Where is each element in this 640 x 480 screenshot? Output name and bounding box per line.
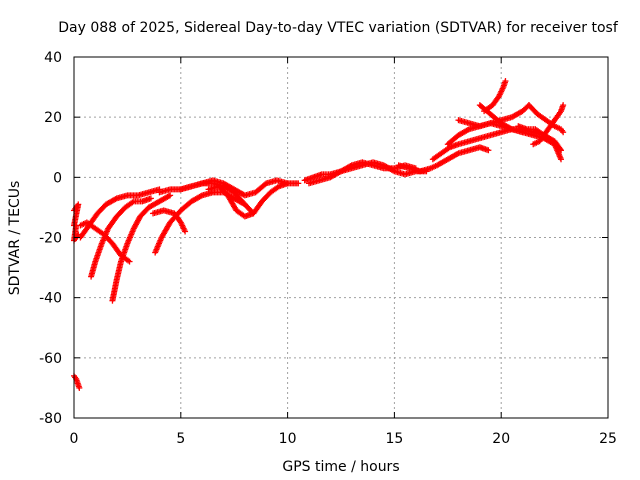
data-point-interp: [507, 125, 514, 132]
y-tick-label: 20: [44, 110, 62, 126]
grid-lines: [74, 57, 608, 418]
data-point: [76, 384, 83, 391]
data-point-interp: [112, 196, 119, 203]
y-tick-label: 0: [53, 170, 62, 186]
x-tick-label: 10: [279, 431, 297, 447]
x-tick-label: 15: [385, 431, 403, 447]
data-point: [558, 156, 565, 163]
data-point: [560, 129, 567, 136]
x-axis-label: GPS time / hours: [282, 459, 399, 475]
x-tick-label: 0: [70, 431, 79, 447]
data-point-interp: [464, 126, 471, 133]
data-point: [560, 102, 567, 109]
x-tick-label: 20: [492, 431, 510, 447]
data-point-interp: [390, 167, 397, 174]
y-tick-label: -20: [39, 231, 62, 247]
data-point-interp: [197, 193, 204, 200]
y-tick-label: -40: [39, 291, 62, 307]
data-point: [167, 192, 174, 199]
y-tick-label: -60: [39, 351, 62, 367]
data-point-interp: [556, 146, 563, 153]
data-point: [182, 228, 189, 235]
data-point: [147, 195, 154, 202]
data-point: [485, 147, 492, 154]
data-point: [295, 180, 302, 187]
chart-title: Day 088 of 2025, Sidereal Day-to-day VTE…: [58, 20, 619, 36]
y-tick-label: 40: [44, 50, 62, 66]
data-point: [502, 78, 509, 85]
y-axis-label: SDTVAR / TECUs: [7, 181, 23, 296]
y-tick-label: -80: [39, 411, 62, 427]
data-point: [126, 258, 133, 265]
data-points: [71, 78, 567, 391]
data-point-interp: [454, 151, 461, 158]
x-tick-label: 25: [599, 431, 617, 447]
data-point-interp: [336, 169, 343, 176]
data-point: [558, 147, 565, 154]
x-tick-label: 5: [176, 431, 185, 447]
axis-ticks: 0 5 10 15 20 25 -80 -60 -40 -20 0 20 40: [39, 50, 617, 447]
data-point-interp: [165, 193, 172, 200]
